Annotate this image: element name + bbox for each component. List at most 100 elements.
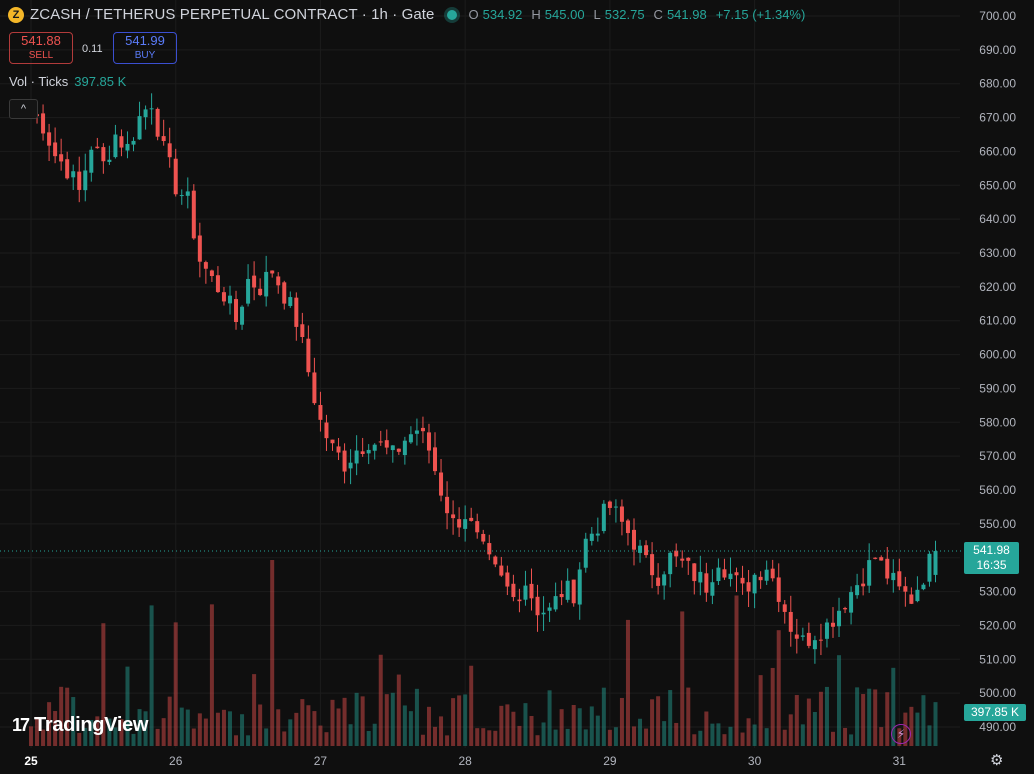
volume-bar	[837, 655, 842, 746]
volume-bar	[740, 732, 745, 746]
volume-bar	[722, 734, 727, 746]
candle-body	[318, 405, 323, 420]
candle-body	[227, 295, 232, 304]
volume-bar	[625, 619, 630, 746]
candle-body	[638, 545, 643, 553]
price-tick-label: 700.00	[979, 9, 1016, 23]
candlesticks	[29, 93, 938, 664]
volume-bar	[378, 654, 383, 746]
volume-bar	[372, 723, 377, 746]
candle-body	[625, 520, 630, 534]
volume-bar	[698, 730, 703, 746]
volume-bar	[258, 704, 263, 746]
zcash-coin-icon: Z	[8, 6, 24, 23]
volume-bar	[517, 725, 522, 746]
volume-bar	[553, 729, 558, 746]
candle-body	[433, 447, 438, 472]
candle-body	[728, 573, 733, 580]
volume-legend[interactable]: Vol · Ticks 397.85 K	[9, 74, 126, 89]
volume-bar	[770, 667, 775, 746]
candle-body	[740, 577, 745, 584]
candle-body	[933, 551, 938, 575]
candle-body	[161, 136, 166, 142]
volume-bar	[915, 712, 920, 746]
candle-body	[523, 585, 528, 600]
volume-bar	[885, 692, 890, 746]
price-tick-label: 680.00	[979, 77, 1016, 91]
symbol-title[interactable]: ZCASH / TETHERUS PERPETUAL CONTRACT · 1h…	[30, 6, 435, 23]
collapse-legend-button[interactable]: ^	[9, 99, 38, 119]
price-tick-label: 520.00	[979, 618, 1016, 632]
candle-body	[511, 583, 516, 598]
candle-body	[107, 159, 112, 162]
candle-body	[764, 569, 769, 581]
candle-body	[137, 116, 142, 140]
price-tick-label: 670.00	[979, 111, 1016, 125]
volume-bar	[824, 686, 829, 746]
volume-bar	[577, 708, 582, 746]
candle-body	[354, 450, 359, 464]
price-axis[interactable]: 700.00 690.00 680.00 670.00 660.00 650.00 640.…	[979, 9, 1016, 734]
volume-bar	[776, 630, 781, 746]
volume-bar	[607, 729, 612, 746]
price-tick-label: 610.00	[979, 314, 1016, 328]
price-tick-label: 580.00	[979, 415, 1016, 429]
tradingview-logo[interactable]: 17 TradingView	[12, 714, 148, 737]
time-axis[interactable]: 25 26 27 28 29 30 31	[24, 754, 906, 768]
lightning-icon[interactable]: ⚡	[891, 724, 911, 744]
sell-button[interactable]: 541.88 SELL	[9, 32, 73, 64]
buy-button[interactable]: 541.99 BUY	[113, 32, 177, 64]
gear-icon[interactable]: ⚙	[990, 752, 1004, 769]
volume-bar	[818, 691, 823, 746]
volume-bar	[203, 718, 208, 746]
volume-bar	[644, 728, 649, 746]
candle-body	[535, 596, 540, 616]
volume-bar	[613, 727, 618, 746]
candle-body	[282, 282, 287, 304]
candle-body	[855, 585, 860, 596]
candle-body	[734, 572, 739, 576]
candle-body	[595, 533, 600, 536]
candle-body	[818, 639, 823, 641]
candle-body	[794, 634, 799, 639]
candle-body	[360, 451, 365, 455]
candle-body	[77, 171, 82, 190]
volume-bar	[547, 690, 552, 746]
volume-bar	[927, 725, 932, 746]
candle-body	[915, 589, 920, 602]
candle-body	[185, 191, 190, 196]
volume-bar	[53, 711, 58, 746]
candle-body	[577, 569, 582, 605]
candle-body	[384, 440, 389, 448]
volume-bar	[246, 735, 251, 746]
volume-bar	[891, 667, 896, 746]
volume-bar	[487, 730, 492, 746]
candle-body	[300, 324, 305, 338]
volume-bar	[861, 694, 866, 746]
volume-bar	[65, 687, 70, 746]
candle-body	[686, 557, 691, 561]
volume-bar	[179, 707, 184, 746]
volume-bar	[559, 709, 564, 746]
time-tick-label: 30	[748, 754, 762, 768]
volume-bar	[692, 734, 697, 746]
candle-body	[53, 142, 58, 157]
price-tick-label: 630.00	[979, 246, 1016, 260]
price-tick-label: 560.00	[979, 483, 1016, 497]
candle-body	[758, 576, 763, 581]
candle-body	[330, 439, 335, 444]
time-tick-label: 27	[314, 754, 328, 768]
volume-bar	[662, 721, 667, 746]
time-tick-label: 31	[893, 754, 907, 768]
candle-body	[378, 441, 383, 443]
candle-body	[589, 533, 594, 541]
candle-body	[408, 434, 413, 443]
candle-body	[252, 275, 257, 288]
candle-body	[698, 571, 703, 583]
volume-legend-value: 397.85 K	[74, 74, 127, 89]
candle-body	[601, 503, 606, 532]
candle-body	[517, 599, 522, 602]
chart-header: Z ZCASH / TETHERUS PERPETUAL CONTRACT · …	[8, 6, 810, 23]
market-open-status-icon	[446, 9, 457, 20]
